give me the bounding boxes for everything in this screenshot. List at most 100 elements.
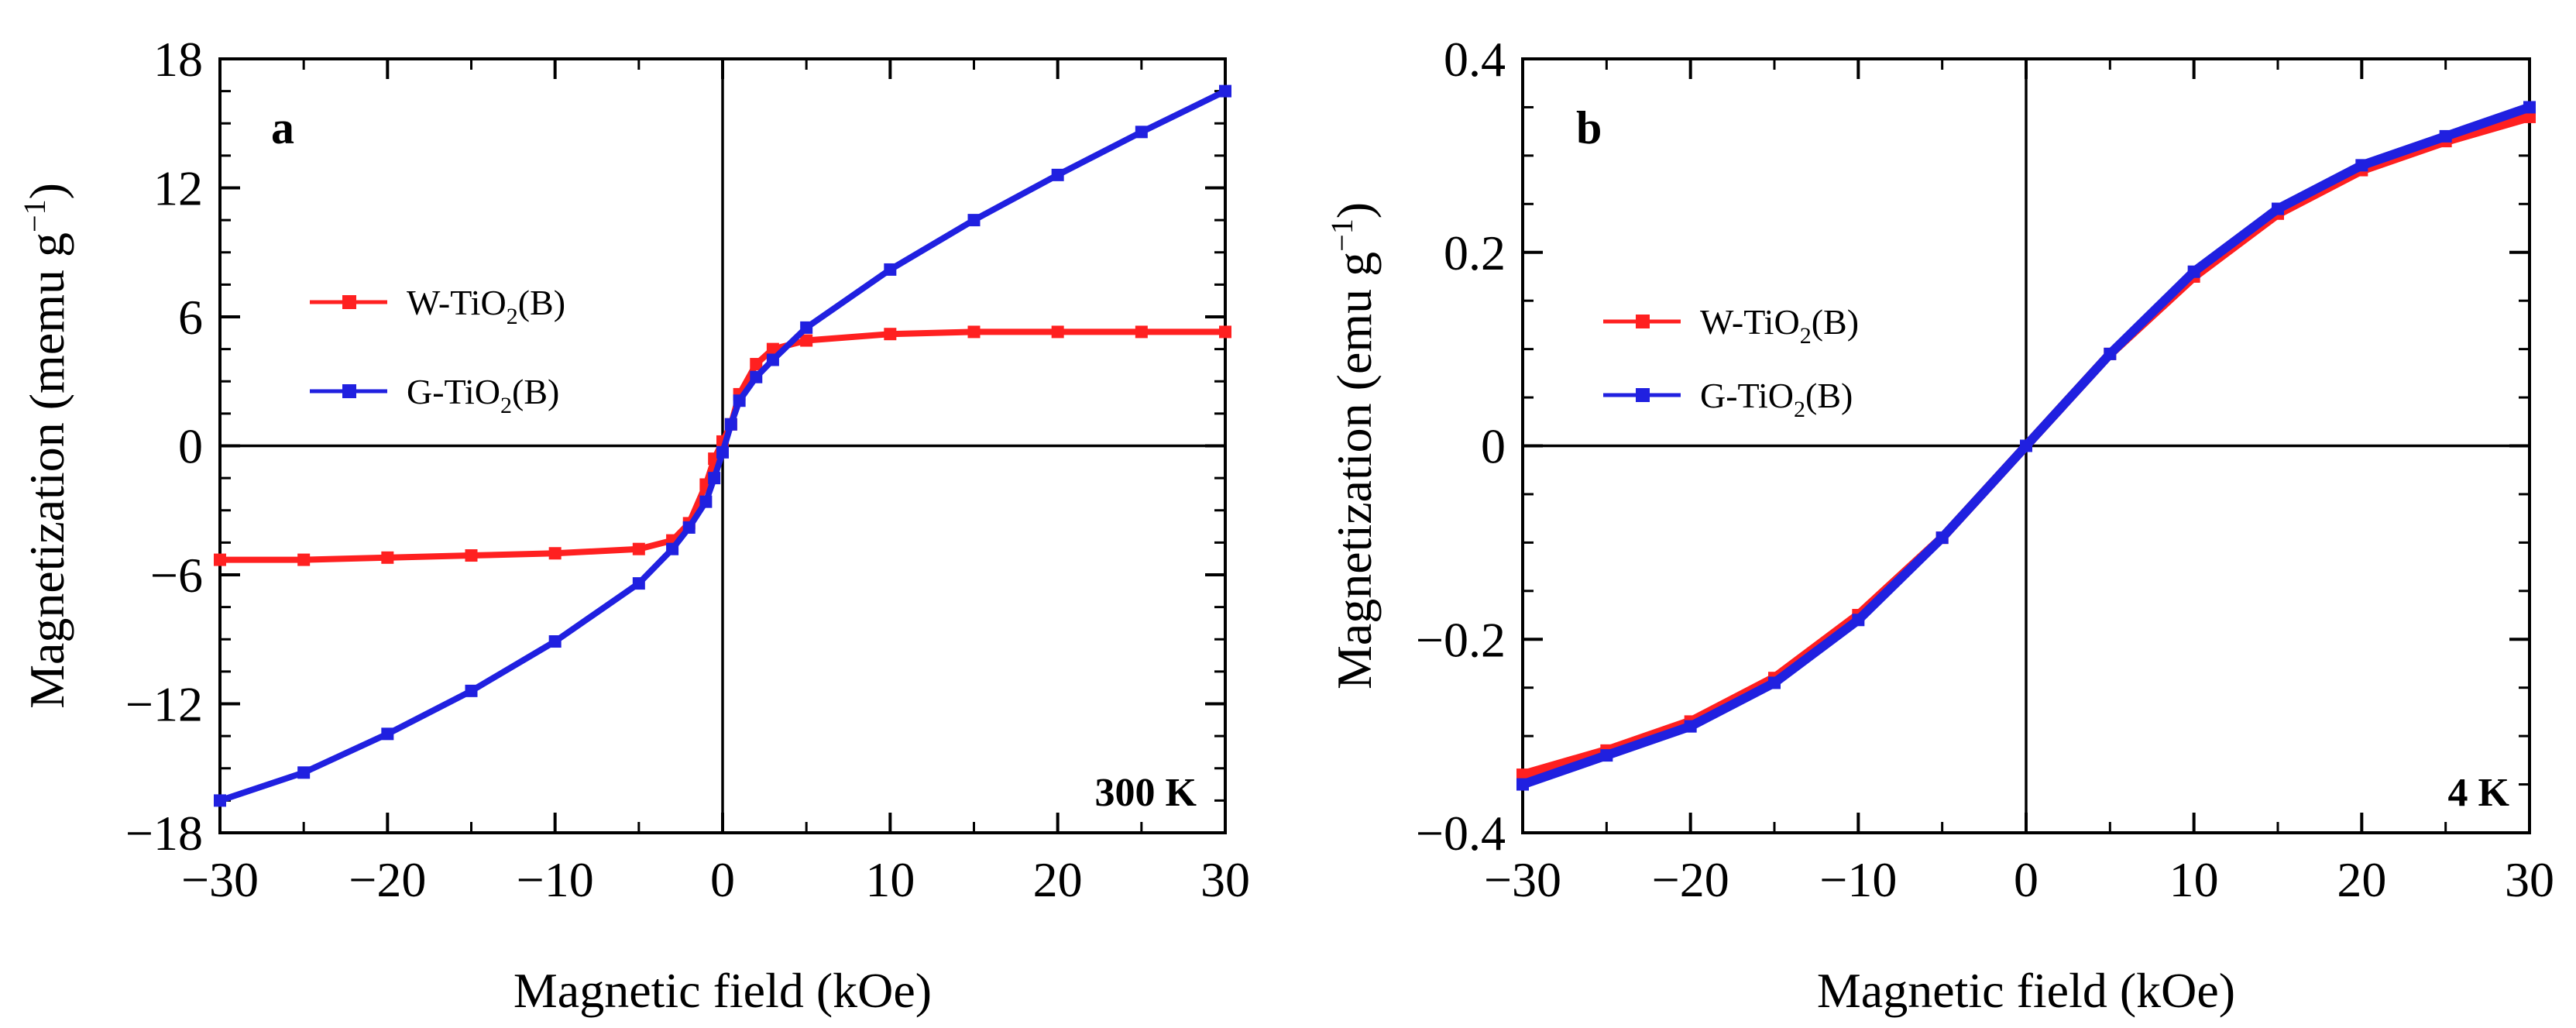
data-point: [1768, 676, 1781, 689]
data-point: [724, 418, 737, 431]
legend-label: W-TiO2(B): [1700, 302, 1859, 349]
y-tick-label: 0: [1481, 419, 1506, 474]
y-axis-title: Magnetization (memu g−1): [17, 183, 74, 709]
panel-b: −30 −20 −10 0 10 20 30 −0.4 −0.2 0 0.2 0.4 Magnetic …: [1324, 32, 2554, 1018]
y-tick-label: 6: [178, 290, 203, 345]
legend-marker: [1636, 315, 1650, 328]
data-point: [1051, 325, 1064, 339]
data-point: [1935, 531, 1949, 545]
x-tick-label: 0: [2014, 852, 2038, 907]
y-tick-label: −0.2: [1416, 612, 1506, 667]
data-point: [381, 551, 394, 564]
data-point: [1516, 768, 1529, 782]
data-point: [2187, 265, 2200, 278]
data-point: [1135, 325, 1148, 339]
data-point: [2439, 129, 2452, 143]
data-point: [1600, 749, 1613, 762]
y-axis-title-superscript: −1: [17, 199, 52, 232]
y-tick-label: 0.2: [1444, 225, 1506, 280]
y-axis-title-main: Magnetization (memu g: [19, 232, 74, 709]
y-axis-title-close: ): [19, 183, 74, 199]
y-axis-title-main: Magnetization (emu g: [1327, 252, 1382, 689]
panel-label: b: [1576, 102, 1602, 153]
y-tick-label: −12: [125, 677, 203, 732]
x-tick-label: −10: [1819, 852, 1897, 907]
legend-label-prefix: W-TiO: [1700, 302, 1800, 342]
data-point: [716, 445, 729, 459]
x-tick-label: 0: [710, 852, 735, 907]
x-tick-label: 30: [1200, 852, 1250, 907]
data-point: [708, 472, 721, 485]
legend-label-suffix: (B): [518, 283, 565, 322]
series-g-tio2b: [214, 84, 1231, 807]
data-point: [2355, 159, 2368, 172]
legend-label: G-TiO2(B): [407, 372, 559, 418]
x-tick-label: 30: [2505, 852, 2554, 907]
data-point: [750, 370, 763, 383]
data-point: [548, 547, 562, 560]
x-axis-title: Magnetic field (kOe): [513, 963, 932, 1018]
y-tick-label: 18: [153, 32, 203, 87]
data-point: [2020, 439, 2032, 452]
legend-label-suffix: (B): [512, 372, 559, 411]
data-point: [2104, 347, 2117, 360]
data-point: [699, 495, 713, 508]
data-point: [297, 766, 311, 779]
data-point: [548, 635, 562, 648]
data-point: [1219, 325, 1231, 339]
y-axis-title-superscript: −1: [1324, 218, 1359, 252]
y-tick-label: 12: [153, 161, 203, 216]
temperature-label: 4 K: [2448, 771, 2510, 815]
legend-label-suffix: (B): [1812, 302, 1859, 342]
legend-label-suffix: (B): [1805, 376, 1853, 415]
data-point: [682, 521, 696, 534]
data-point: [733, 394, 746, 407]
data-point: [766, 342, 779, 356]
data-point: [2523, 110, 2536, 123]
panel-label: a: [271, 102, 294, 153]
y-tick-label: 0: [178, 419, 203, 474]
x-tick-label: −20: [349, 852, 426, 907]
legend-label-subscript: 2: [1794, 397, 1805, 422]
legend-label: G-TiO2(B): [1700, 376, 1853, 422]
temperature-label: 300 K: [1095, 771, 1197, 815]
y-tick-label: −0.4: [1416, 806, 1506, 861]
data-point: [1051, 168, 1064, 181]
y-tick-label: −6: [150, 548, 203, 603]
data-point: [1219, 84, 1231, 98]
y-tick-label: 0.4: [1444, 32, 1506, 87]
data-point: [750, 358, 763, 371]
x-tick-label: 10: [2169, 852, 2219, 907]
x-tick-label: −20: [1652, 852, 1729, 907]
data-point: [381, 727, 394, 741]
data-point: [297, 553, 311, 566]
legend-label: W-TiO2(B): [407, 283, 565, 329]
legend-marker: [1636, 388, 1650, 402]
data-point: [800, 321, 813, 334]
data-point: [884, 328, 897, 341]
y-axis-title-close: ): [1327, 202, 1382, 218]
data-point: [2523, 101, 2536, 114]
x-tick-label: 20: [1033, 852, 1083, 907]
data-point: [632, 577, 645, 590]
legend-marker: [342, 384, 356, 398]
legend-label-subscript: 2: [507, 304, 518, 329]
legend-label-prefix: W-TiO: [407, 283, 507, 322]
data-point: [214, 553, 226, 566]
legend-label-subscript: 2: [500, 393, 512, 418]
data-point: [666, 542, 679, 555]
x-axis-title: Magnetic field (kOe): [1817, 963, 2235, 1018]
data-point: [465, 549, 478, 562]
x-tick-label: 20: [2337, 852, 2386, 907]
legend-label-prefix: G-TiO: [407, 372, 500, 411]
legend-marker: [342, 295, 356, 309]
x-tick-label: −30: [181, 852, 259, 907]
data-point: [967, 325, 981, 339]
data-point: [1516, 778, 1529, 791]
x-tick-label: −30: [1484, 852, 1561, 907]
legend-label-prefix: G-TiO: [1700, 376, 1794, 415]
y-tick-label: −18: [125, 806, 203, 861]
data-point: [1852, 614, 1865, 627]
